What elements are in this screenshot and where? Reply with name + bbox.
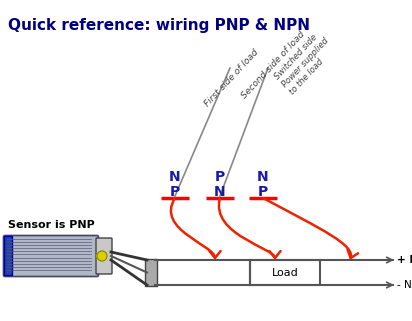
- FancyArrowPatch shape: [219, 198, 281, 258]
- Text: Sensor is PNP: Sensor is PNP: [8, 220, 95, 230]
- Text: + Positive: + Positive: [397, 255, 412, 265]
- Circle shape: [97, 251, 107, 261]
- Text: Quick reference: wiring PNP & NPN: Quick reference: wiring PNP & NPN: [8, 18, 310, 33]
- FancyArrowPatch shape: [263, 198, 358, 258]
- Text: Load: Load: [272, 267, 298, 277]
- Text: Switched side
Power supplied
to the load: Switched side Power supplied to the load: [273, 29, 338, 96]
- FancyBboxPatch shape: [145, 259, 157, 286]
- FancyBboxPatch shape: [250, 260, 320, 285]
- Text: - Negative: - Negative: [397, 280, 412, 290]
- FancyArrowPatch shape: [171, 198, 220, 258]
- Text: First side of load: First side of load: [203, 47, 260, 108]
- FancyBboxPatch shape: [5, 237, 12, 275]
- Text: P: P: [258, 185, 268, 199]
- Text: P: P: [170, 185, 180, 199]
- Text: P: P: [215, 170, 225, 184]
- Text: Second side of load: Second side of load: [240, 29, 307, 100]
- Text: N: N: [257, 170, 269, 184]
- FancyBboxPatch shape: [3, 236, 98, 276]
- Text: N: N: [214, 185, 226, 199]
- FancyBboxPatch shape: [96, 238, 112, 274]
- Text: N: N: [169, 170, 181, 184]
